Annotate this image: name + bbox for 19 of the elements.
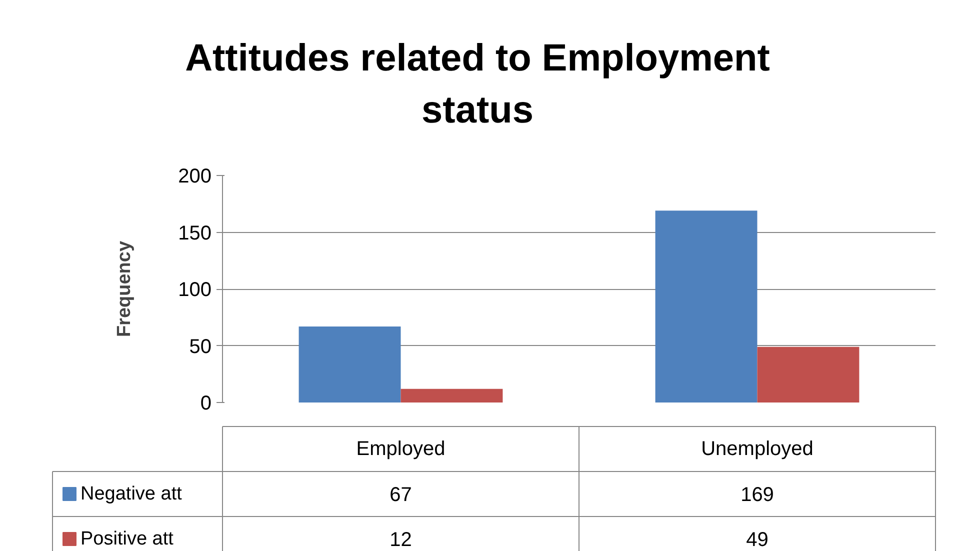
data-label: 49 bbox=[746, 529, 768, 551]
y-tick-label: 200 bbox=[178, 166, 212, 188]
y-tick-label: 0 bbox=[200, 392, 212, 414]
legend-label: Negative att bbox=[80, 484, 183, 504]
data-label: 169 bbox=[740, 484, 774, 506]
data-label: 67 bbox=[390, 484, 412, 506]
y-tick-label: 50 bbox=[189, 336, 212, 358]
bar bbox=[400, 388, 503, 402]
bar bbox=[298, 326, 401, 402]
x-tick-label: Unemployed bbox=[701, 438, 814, 460]
y-tick-label: 100 bbox=[178, 279, 212, 301]
chart-title: Attitudes related to Employment status bbox=[185, 38, 770, 132]
y-axis-title: Frequency bbox=[114, 240, 136, 338]
bar bbox=[757, 346, 860, 402]
data-label: 12 bbox=[390, 529, 412, 551]
y-tick-label: 150 bbox=[178, 222, 212, 244]
x-tick-label: Employed bbox=[356, 438, 446, 460]
bar bbox=[655, 210, 758, 402]
legend-label: Positive att bbox=[80, 528, 174, 550]
